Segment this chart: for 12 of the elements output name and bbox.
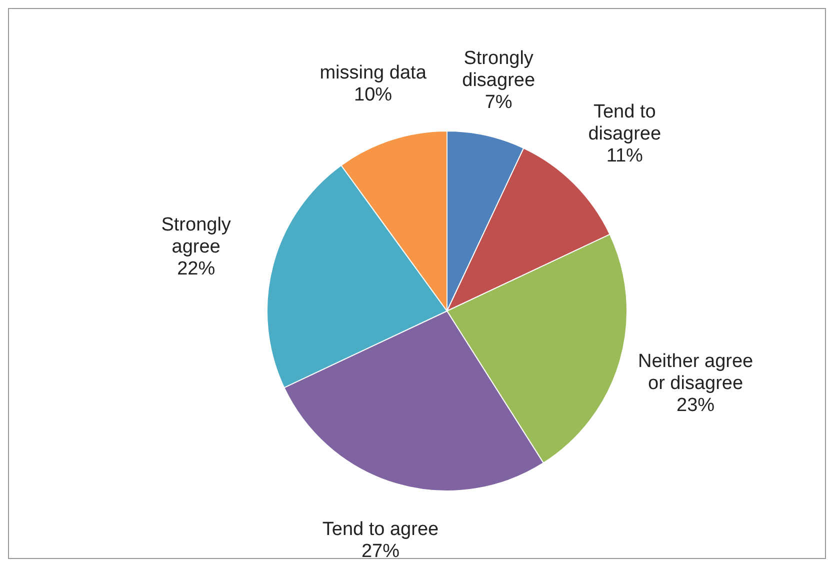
data-label: 10% [354, 84, 392, 105]
data-label: 7% [484, 92, 512, 113]
data-label: 23% [676, 394, 715, 416]
data-label: 11% [606, 144, 644, 166]
slice-label: Strongly disagree [462, 48, 536, 91]
slice-label: Neither agree or disagree [638, 350, 754, 394]
data-label: 22% [177, 258, 216, 280]
data-label: 27% [361, 540, 400, 562]
slice-label: missing data [320, 62, 427, 83]
slice-label: Tend to agree [322, 518, 439, 540]
slice-label: Tend to disagree [588, 100, 662, 144]
slice-label: Strongly agree [161, 214, 232, 258]
